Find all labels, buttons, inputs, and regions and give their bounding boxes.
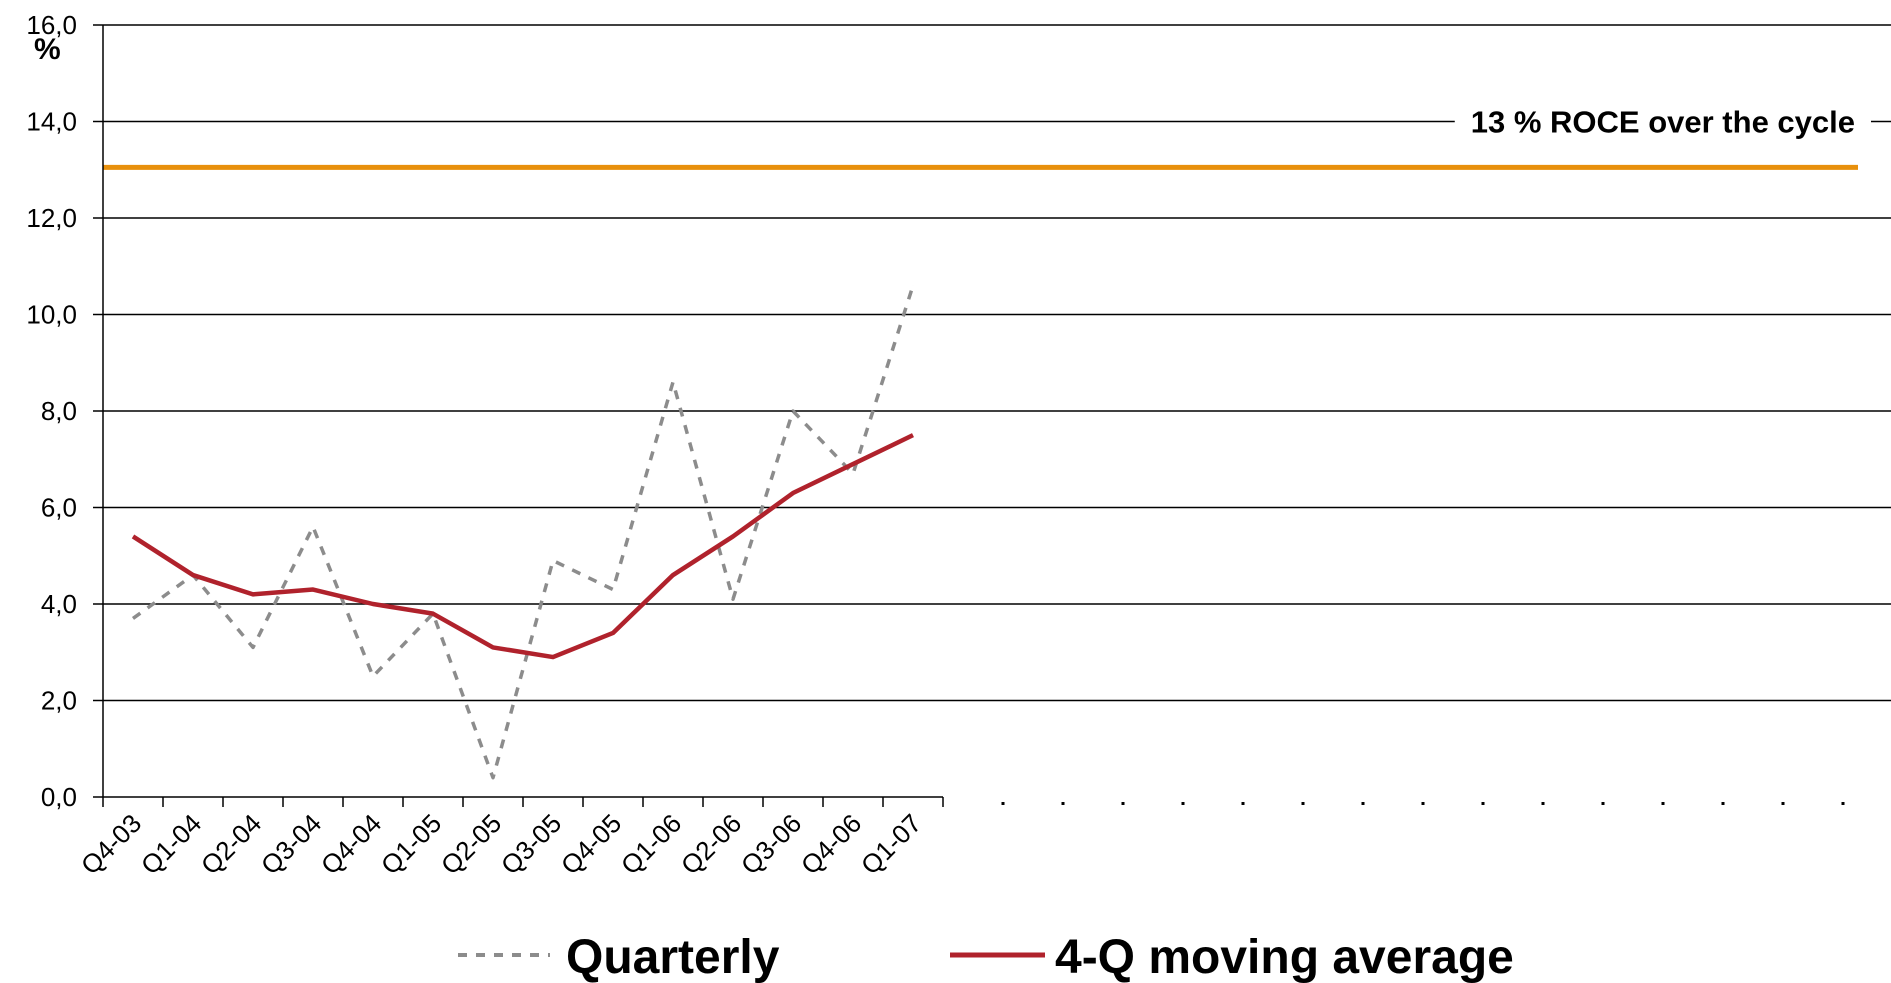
moving-average-series-line (131, 433, 914, 660)
data-series (131, 285, 915, 780)
x-tick-dot (1121, 802, 1125, 805)
x-tick-dot (1181, 802, 1185, 805)
y-tick-label: 4,0 (41, 589, 77, 619)
x-tick-label: Q4-06 (795, 808, 867, 880)
y-tick-label: 10,0 (26, 300, 77, 330)
quarterly-series-line (131, 285, 915, 780)
x-tick-dot (1001, 802, 1005, 805)
x-tick-dot (1661, 802, 1665, 805)
x-tick-label: Q1-06 (615, 808, 687, 880)
x-tick-dot (1841, 802, 1845, 805)
x-tick-label: Q2-04 (195, 808, 267, 880)
x-tick-dot (1361, 802, 1365, 805)
x-tick-dot (1241, 802, 1245, 805)
x-tick-label: Q1-05 (375, 808, 447, 880)
x-axis-ticks: Q4-03Q1-04Q2-04Q3-04Q4-04Q1-05Q2-05Q3-05… (75, 797, 1845, 880)
y-tick-label: 0,0 (41, 782, 77, 812)
x-tick-dot (1541, 802, 1545, 805)
x-tick-dot (1721, 802, 1725, 805)
reference-line-group: 13 % ROCE over the cycle (103, 104, 1871, 170)
y-tick-label: 16,0 (26, 10, 77, 40)
x-tick-dot (1601, 802, 1605, 805)
y-tick-label: 2,0 (41, 686, 77, 716)
x-tick-label: Q4-04 (315, 808, 387, 880)
legend-label-moving-average: 4-Q moving average (1055, 931, 1514, 983)
x-tick-dot (1301, 802, 1305, 805)
x-tick-dot (1061, 802, 1065, 805)
y-axis-ticks: 0,0 2,0 4,0 6,0 8,0 10,0 12,0 14,0 16,0 (26, 10, 103, 812)
x-tick-label: Q4-03 (75, 808, 147, 880)
y-tick-label: 14,0 (26, 107, 77, 137)
x-tick-dot (1481, 802, 1485, 805)
roce-target-annotation: 13 % ROCE over the cycle (1471, 105, 1855, 140)
x-tick-label: Q3-06 (735, 808, 807, 880)
legend: Quarterly 4-Q moving average (458, 931, 1514, 983)
x-tick-label: Q1-07 (855, 808, 927, 880)
y-tick-label: 12,0 (26, 203, 77, 233)
legend-label-quarterly: Quarterly (566, 931, 780, 983)
x-tick-label: Q4-05 (555, 808, 627, 880)
y-tick-label: 6,0 (41, 493, 77, 523)
x-tick-label: Q3-04 (255, 808, 327, 880)
x-tick-label: Q2-05 (435, 808, 507, 880)
x-tick-dot (1421, 802, 1425, 805)
gridlines (103, 24, 1891, 702)
x-tick-label: Q1-04 (135, 808, 207, 880)
y-tick-label: 8,0 (41, 396, 77, 426)
x-tick-label: Q2-06 (675, 808, 747, 880)
x-tick-label: Q3-05 (495, 808, 567, 880)
x-tick-dot (1781, 802, 1785, 805)
annotation-background (1454, 104, 1871, 140)
y-axis-unit-label: % (34, 33, 61, 66)
